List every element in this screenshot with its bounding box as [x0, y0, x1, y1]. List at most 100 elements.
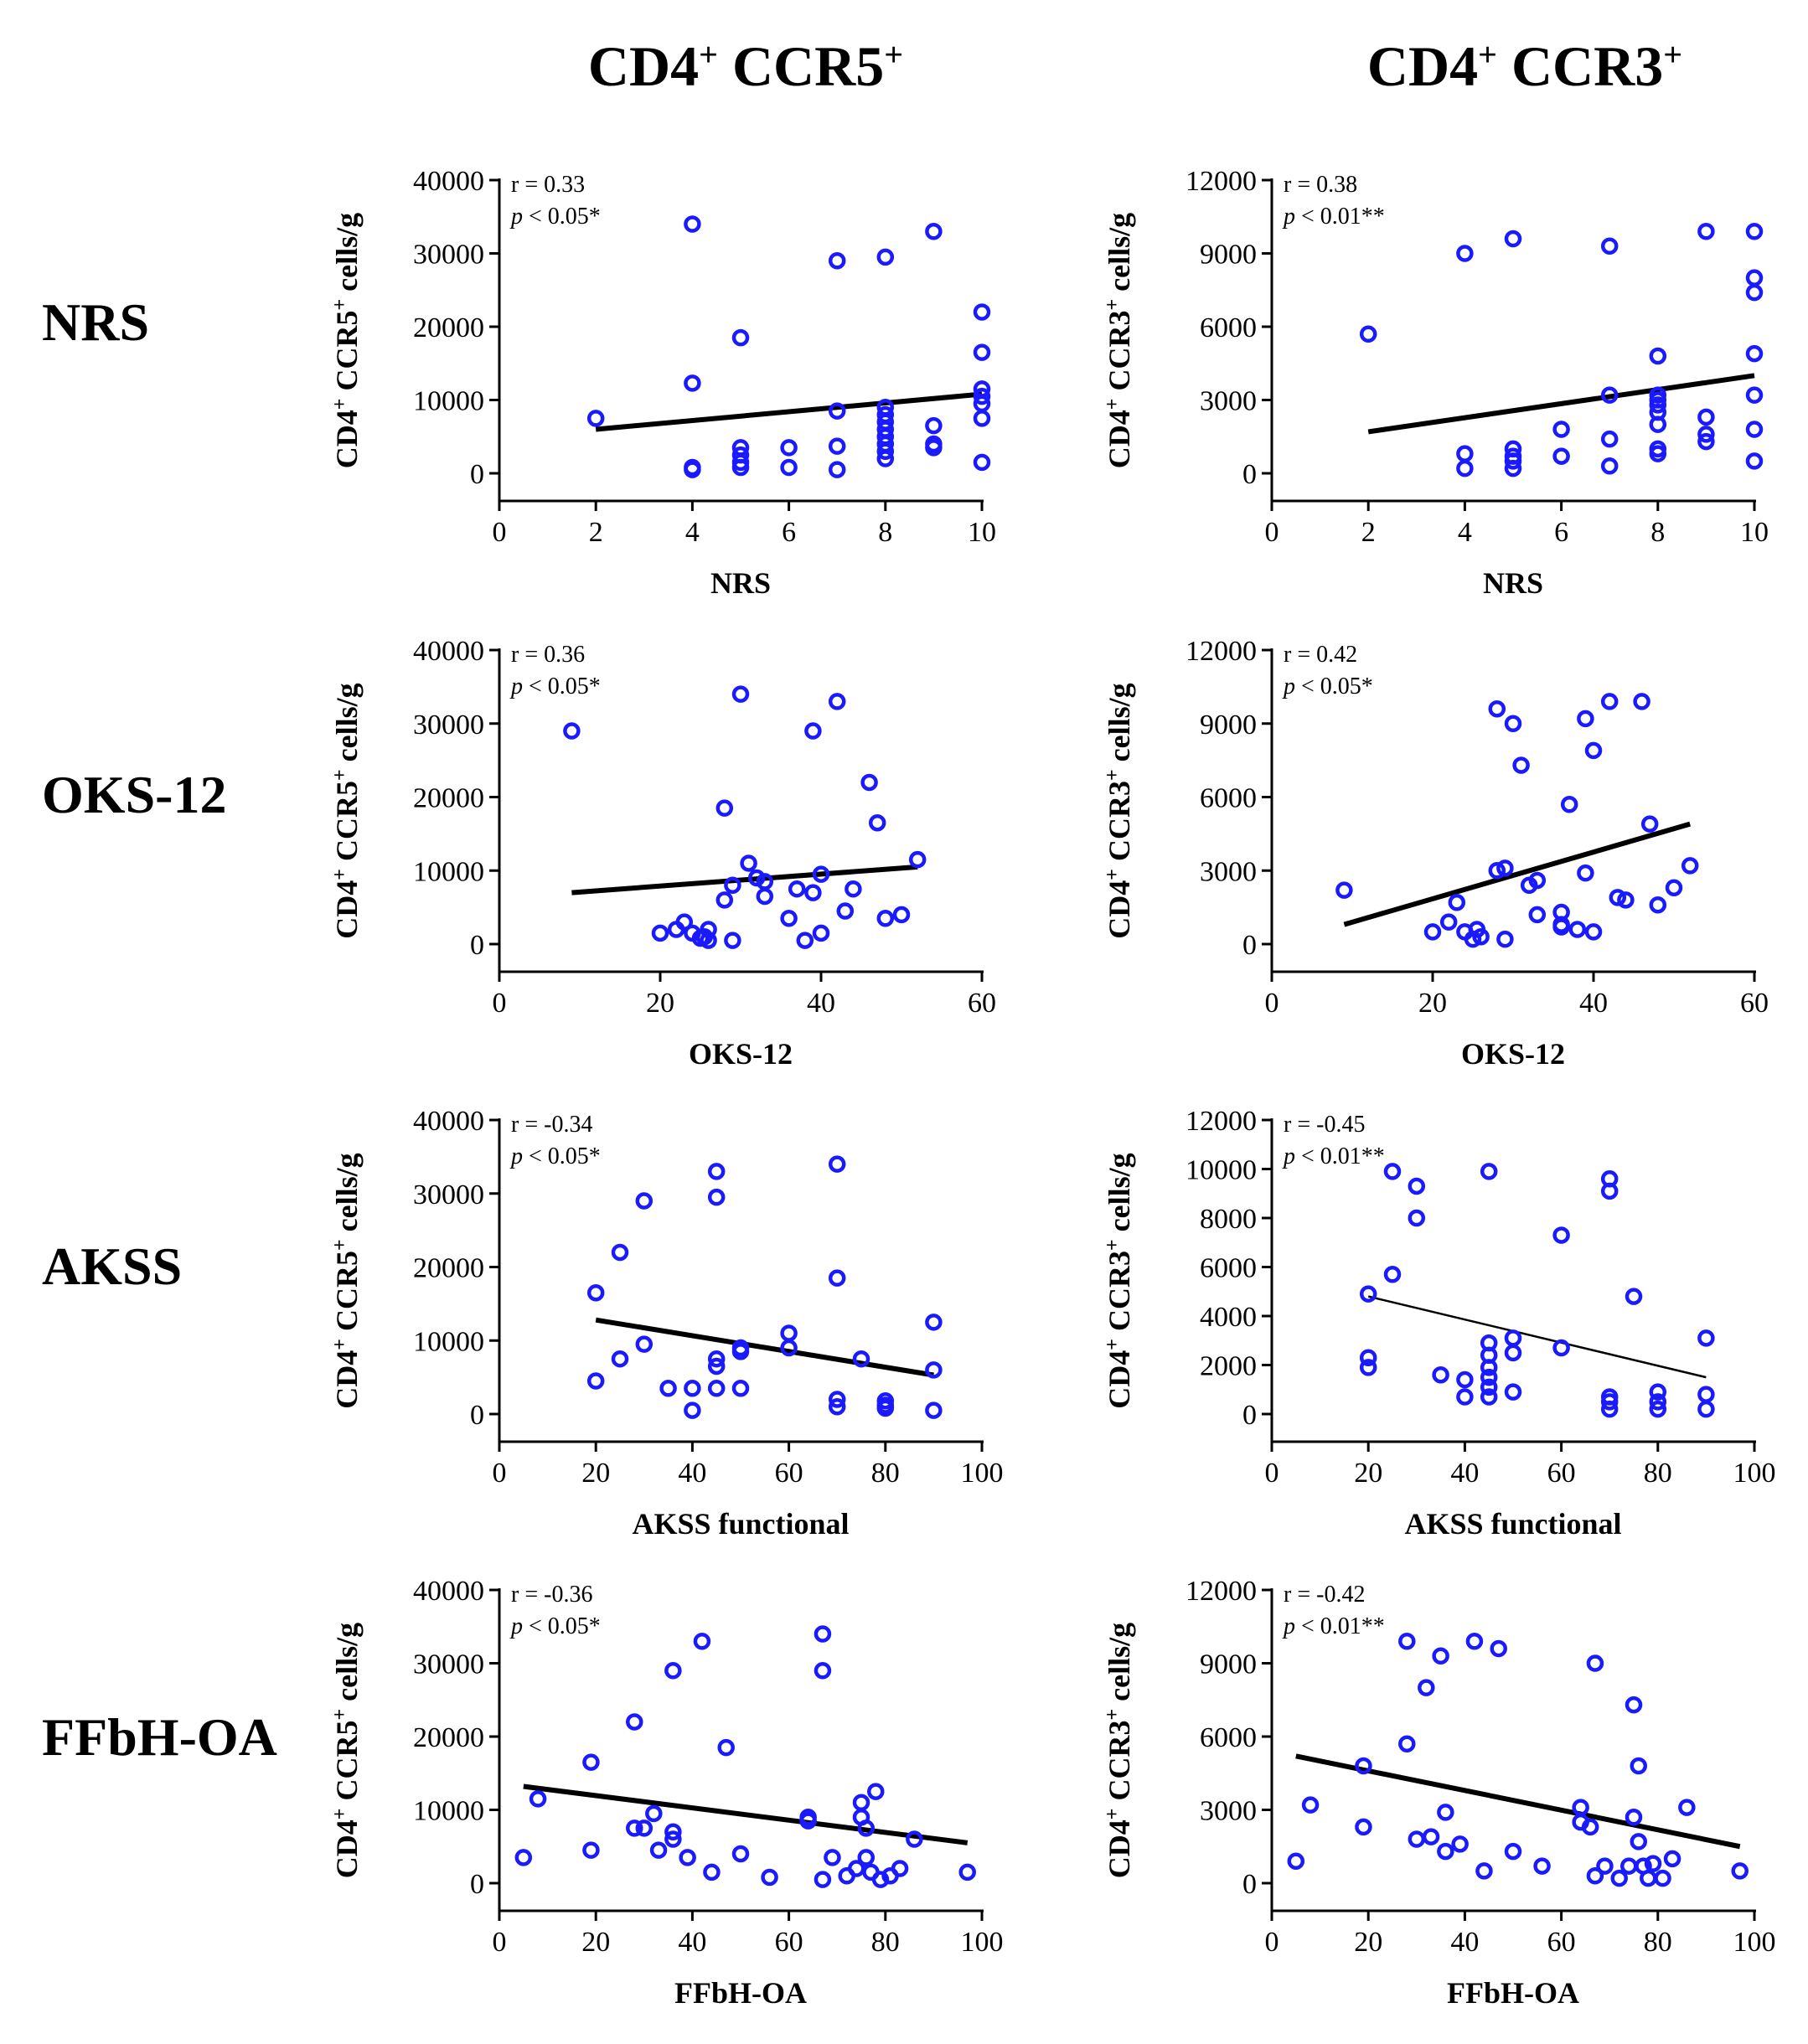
x-tick-label: 0 — [1265, 1458, 1279, 1489]
data-point — [1359, 1349, 1377, 1366]
data-point — [611, 1243, 629, 1262]
data-point — [731, 328, 750, 347]
data-point — [611, 1350, 629, 1368]
data-point — [1630, 1833, 1648, 1850]
data-point — [1654, 1869, 1671, 1887]
data-point — [563, 722, 581, 740]
data-point — [1456, 1370, 1474, 1389]
data-point — [1625, 1696, 1643, 1714]
data-point — [651, 924, 669, 942]
y-tick-label: 6000 — [1200, 312, 1257, 343]
data-point — [973, 453, 991, 472]
y-axis-label: CD4+ CCR5+ cells/g — [329, 1153, 364, 1408]
y-axis-label: CD4+ CCR3+ cells/g — [1102, 213, 1136, 468]
data-point — [724, 876, 741, 895]
p-value-text: p < 0.01** — [1282, 1613, 1385, 1639]
x-tick-label: 80 — [871, 1927, 900, 1958]
data-point — [703, 1863, 721, 1881]
y-tick-label: 0 — [1242, 930, 1257, 961]
data-point — [1584, 923, 1603, 941]
r-value-text: r = 0.38 — [1284, 172, 1357, 198]
column-title-ccr3: CD4+ CCR3+ — [1366, 34, 1683, 98]
y-tick-label: 3000 — [1200, 1796, 1257, 1827]
row-label-oks12: OKS-12 — [42, 765, 227, 824]
data-point — [1456, 459, 1474, 477]
data-point — [1640, 815, 1659, 833]
data-point — [780, 1324, 798, 1342]
x-tick-label: 40 — [807, 988, 835, 1019]
p-value-text: p < 0.05* — [509, 1613, 601, 1639]
data-point — [659, 1380, 677, 1397]
data-point — [788, 880, 806, 898]
y-axis-label: CD4+ CCR3+ cells/g — [1102, 1153, 1136, 1408]
y-tick-label: 0 — [1242, 1869, 1257, 1900]
data-point — [828, 1391, 846, 1408]
y-tick-label: 2000 — [1200, 1351, 1257, 1382]
data-point — [1584, 741, 1603, 760]
data-point — [1600, 457, 1619, 475]
data-point — [958, 1863, 976, 1881]
data-point — [1649, 1400, 1667, 1418]
panel-ffbh-ccr3: 0 3000 6000 9000 12000 0 20 40 60 80 100 FFbH-OA CD4… — [1102, 1576, 1776, 2010]
x-tick-label: 40 — [1579, 988, 1608, 1019]
data-point — [824, 1849, 841, 1866]
data-point — [925, 416, 943, 435]
data-point — [1560, 796, 1578, 813]
data-point — [876, 248, 895, 266]
x-tick-label: 10 — [968, 517, 996, 548]
data-point — [812, 924, 830, 942]
data-point — [828, 693, 846, 710]
data-point — [747, 869, 766, 887]
panel-oks-ccr3: 0 3000 6000 9000 12000 0 20 40 60 OKS-12 CD4+ CCR3… — [1102, 636, 1769, 1071]
data-point — [1504, 1344, 1522, 1362]
x-axis-label: FFbH-OA — [1447, 1976, 1579, 2010]
data-point — [1649, 1393, 1667, 1411]
data-point — [586, 1283, 605, 1302]
x-tick-label: 100 — [1733, 1927, 1776, 1958]
data-point — [973, 387, 991, 405]
data-point — [1697, 432, 1715, 451]
x-tick-label: 0 — [493, 1927, 507, 1958]
data-point — [1663, 1850, 1681, 1868]
data-point — [925, 1314, 943, 1331]
regression-line — [571, 864, 918, 896]
data-point — [1335, 881, 1353, 899]
p-value-text: p < 0.01** — [1282, 1143, 1385, 1169]
r-value-text: r = -0.42 — [1284, 1582, 1365, 1608]
data-point — [1528, 906, 1547, 924]
data-point — [1745, 452, 1764, 470]
data-point — [756, 873, 774, 890]
data-point — [1552, 1339, 1570, 1357]
panel-oks-ccr5: 0 10000 20000 30000 40000 0 20 40 60 OKS-12 CD4+ C… — [329, 636, 996, 1071]
data-point — [891, 1860, 909, 1877]
data-point — [828, 1155, 846, 1173]
data-point — [1619, 1857, 1638, 1875]
x-tick-label: 60 — [968, 988, 996, 1019]
data-point — [828, 402, 846, 420]
data-point — [1504, 452, 1522, 470]
y-tick-label: 8000 — [1200, 1204, 1257, 1235]
x-tick-label: 100 — [961, 1927, 1004, 1958]
data-point — [1610, 1869, 1628, 1887]
x-axis-label: AKSS functional — [632, 1507, 849, 1541]
data-point — [973, 343, 991, 361]
y-tick-label: 10000 — [413, 1326, 484, 1357]
x-axis-label: OKS-12 — [1461, 1037, 1565, 1071]
data-point — [1649, 896, 1667, 914]
x-tick-label: 10 — [1740, 517, 1769, 548]
data-point — [925, 439, 943, 457]
data-point — [1681, 857, 1699, 875]
data-point — [1640, 1869, 1657, 1887]
data-point — [1512, 756, 1530, 774]
y-tick-label: 30000 — [413, 1179, 484, 1210]
regression-line — [595, 391, 983, 432]
data-point — [925, 1361, 943, 1379]
data-point — [684, 215, 701, 233]
data-point — [1475, 1862, 1493, 1880]
data-point — [814, 1662, 832, 1680]
data-point — [804, 722, 822, 740]
data-point — [1568, 921, 1587, 938]
data-point — [707, 1188, 726, 1206]
data-point — [626, 1713, 643, 1731]
y-tick-label: 9000 — [1200, 1649, 1257, 1680]
